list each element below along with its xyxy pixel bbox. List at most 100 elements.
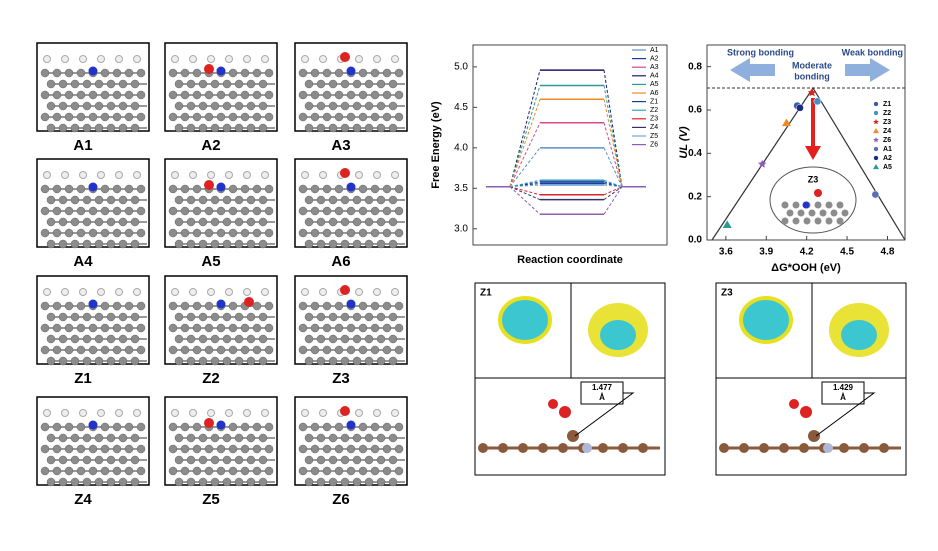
atom: [82, 334, 92, 344]
o-atom: [340, 285, 350, 295]
atom: [112, 422, 122, 432]
point: [873, 110, 879, 116]
atom: [82, 477, 92, 487]
atom: [298, 444, 308, 454]
atom: [124, 112, 134, 122]
bond-length: 1.477: [592, 383, 613, 392]
annotation: bonding: [794, 71, 830, 81]
atom: [222, 101, 232, 111]
atom: [58, 356, 68, 366]
atom: [322, 184, 332, 194]
atom: [174, 239, 184, 249]
atom: [186, 433, 196, 443]
panel-label: Z1: [480, 288, 492, 299]
atom: [388, 239, 398, 249]
atom: [210, 101, 220, 111]
atom: [264, 228, 274, 238]
atom: [46, 356, 56, 366]
x-tick-label: 3.9: [759, 247, 773, 258]
legend-label: Z4: [883, 128, 891, 135]
atom: [112, 301, 122, 311]
atom: [130, 455, 140, 465]
atom: [124, 444, 134, 454]
atom: [192, 184, 202, 194]
atom: [198, 195, 208, 205]
atom: [228, 112, 238, 122]
atom: [258, 477, 268, 487]
atom: [136, 68, 146, 78]
atom: [174, 123, 184, 133]
atom: [40, 206, 50, 216]
atom: [70, 123, 80, 133]
atom: [130, 195, 140, 205]
atom: [82, 239, 92, 249]
atom: [352, 239, 362, 249]
atom: [240, 228, 250, 238]
atom: [316, 334, 326, 344]
atom: [364, 455, 374, 465]
atom: [106, 123, 116, 133]
plot-frame: [472, 44, 668, 246]
h-atom: [225, 409, 233, 417]
atom: [192, 112, 202, 122]
atom: [58, 123, 68, 133]
atom: [82, 433, 92, 443]
point: [873, 155, 879, 161]
atom: [258, 217, 268, 227]
atom: [252, 68, 262, 78]
h-atom: [115, 288, 123, 296]
point: [873, 137, 879, 143]
atom: [252, 90, 262, 100]
atom: [76, 345, 86, 355]
y-tick-label: 3.5: [454, 183, 468, 194]
atom: [64, 206, 74, 216]
h-atom: [79, 55, 87, 63]
y-tick-label: 0.6: [688, 105, 702, 116]
legend-label: Z2: [883, 110, 891, 117]
atom: [88, 112, 98, 122]
atom: [180, 112, 190, 122]
atom: [192, 68, 202, 78]
atom: [198, 217, 208, 227]
h-atom: [373, 55, 381, 63]
y-tick-label: 5.0: [454, 62, 468, 73]
atom: [370, 228, 380, 238]
atom: [204, 228, 214, 238]
n-atom: [216, 299, 226, 309]
atom: [124, 345, 134, 355]
atom: [376, 79, 386, 89]
atom: [334, 323, 344, 333]
atom: [340, 477, 350, 487]
atom: [364, 195, 374, 205]
atom: [246, 79, 256, 89]
atom: [222, 455, 232, 465]
atom: [234, 455, 244, 465]
n-atom: [88, 299, 98, 309]
atom: [252, 466, 262, 476]
atom: [174, 79, 184, 89]
atom: [46, 195, 56, 205]
atom: [370, 323, 380, 333]
atom: [210, 195, 220, 205]
legend-label: Z6: [883, 137, 891, 144]
atom: [210, 79, 220, 89]
atom: [76, 112, 86, 122]
atom: [364, 356, 374, 366]
atom: [112, 228, 122, 238]
atom: [100, 444, 110, 454]
o-atom: [548, 399, 558, 409]
atom: [40, 444, 50, 454]
point: [873, 146, 879, 152]
atom: [210, 477, 220, 487]
atom: [258, 239, 268, 249]
legend-label: Z1: [883, 101, 891, 108]
atom: [310, 206, 320, 216]
atom: [322, 206, 332, 216]
atom: [246, 477, 256, 487]
atom: [310, 422, 320, 432]
atom: [328, 101, 338, 111]
atom: [814, 217, 822, 225]
atom: [814, 201, 822, 209]
atom: [346, 112, 356, 122]
point: [871, 190, 880, 199]
